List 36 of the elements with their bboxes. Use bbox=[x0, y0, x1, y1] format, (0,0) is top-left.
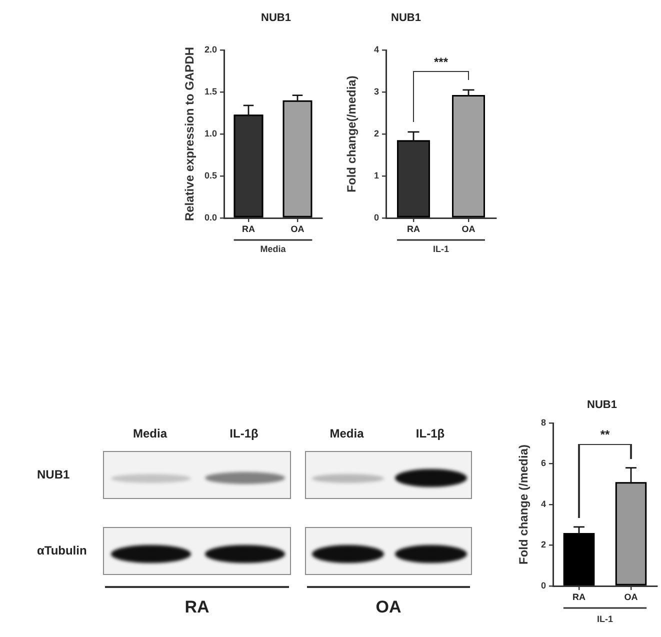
y-tick-label: 1.0 bbox=[204, 128, 217, 138]
y-tick-label: 2 bbox=[540, 540, 546, 550]
x-tick-label: OA bbox=[462, 224, 476, 234]
annotation: *** bbox=[434, 55, 448, 70]
x-axis-title: Media bbox=[260, 244, 287, 254]
y-tick-label: 1 bbox=[374, 170, 379, 180]
y-tick-label: 3 bbox=[374, 86, 379, 96]
y-tick-label: 2 bbox=[374, 128, 379, 138]
y-tick-label: 6 bbox=[540, 458, 546, 468]
y-axis-title: Fold change(/media) bbox=[344, 76, 359, 192]
chart-title: NUB1 bbox=[261, 12, 291, 24]
annotation: ** bbox=[600, 428, 610, 442]
category-label: IL-1β bbox=[230, 426, 258, 441]
y-tick-label: 4 bbox=[374, 44, 379, 54]
chart-title: NUB1 bbox=[391, 12, 421, 24]
category-label: IL-1β bbox=[416, 426, 445, 441]
x-tick-label: RA bbox=[242, 224, 256, 234]
x-tick-label: RA bbox=[407, 224, 420, 234]
category-label: Media bbox=[330, 426, 364, 441]
y-tick-label: 1.5 bbox=[204, 86, 217, 96]
category-label: Media bbox=[132, 426, 168, 441]
x-tick-label: OA bbox=[290, 224, 305, 234]
y-tick-label: 2.0 bbox=[204, 44, 217, 54]
y-tick-label: 0 bbox=[540, 580, 546, 590]
y-tick-label: 0.0 bbox=[204, 212, 217, 222]
y-tick-label: 0.5 bbox=[204, 170, 217, 180]
y-tick-label: 4 bbox=[540, 498, 546, 509]
y-axis-title: Fold change (/media) bbox=[516, 444, 531, 565]
y-axis-title: Relative expression to GAPDH bbox=[182, 46, 197, 222]
y-tick-label: 0 bbox=[374, 212, 379, 222]
chart-title: NUB1 bbox=[587, 399, 617, 412]
x-axis-title: IL-1 bbox=[596, 614, 614, 624]
x-axis-title: IL-1 bbox=[432, 244, 450, 254]
category-label: NUB1 bbox=[37, 467, 70, 482]
category-label: αTubulin bbox=[37, 543, 87, 558]
y-tick-label: 8 bbox=[540, 417, 546, 428]
